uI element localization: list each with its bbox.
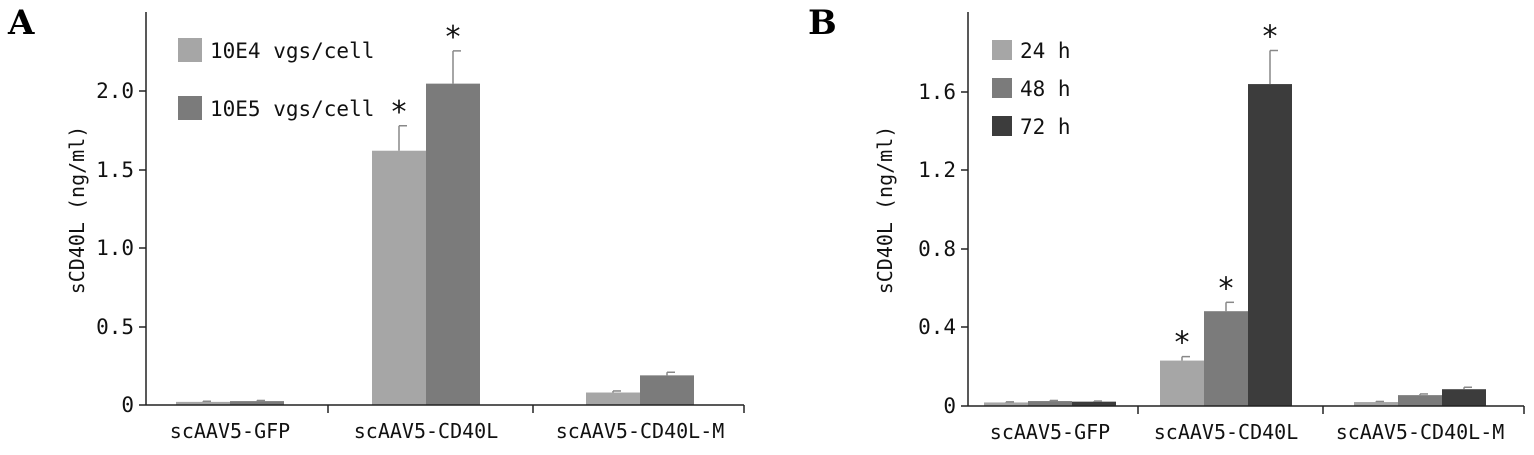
panel-a-y-tick-label: 1.0 [96,236,134,260]
panel-a-y-tick-label: 2.0 [96,79,134,103]
panel-b-y-tick-label: 0 [943,394,956,418]
panel-a-significance-star: * [392,95,407,130]
panel-a-bar [640,375,694,405]
panel-a-y-tick-label: 0 [121,393,134,417]
panel-a-legend-swatch [178,96,202,120]
panel-b-category-label: scAAV5-CD40L [1154,420,1299,444]
panel-a-bar [372,150,426,405]
panel-b-y-tick-label: 1.2 [918,158,956,182]
panel-a-bar [586,392,640,405]
panel-b-bar [1160,360,1204,406]
panel-b-significance-star: * [1263,20,1278,55]
panel-a-category-label: scAAV5-CD40L [354,419,499,443]
panel-a-legend-label: 10E5 vgs/cell [210,97,374,121]
panel-b-y-axis-label: sCD40L (ng/ml) [873,126,897,295]
panel-b-bar [1354,402,1398,406]
panel-b-chart: B sCD40L (ng/ml) * * * 0 0.4 0.8 1.2 1.6 scAAV5… [808,3,1525,444]
panel-a-significance-star: * [446,20,461,55]
panel-b-bar [1072,401,1116,406]
panel-b-significance-star: * [1219,271,1234,306]
panel-b-bars: * * * [984,20,1486,406]
panel-b-category-label: scAAV5-CD40L-M [1336,420,1505,444]
panel-b-bar [1248,84,1292,406]
panel-b-axes: 0 0.4 0.8 1.2 1.6 scAAV5-GFP scAAV5-CD40L scAAV… [918,12,1525,444]
panel-a-bar [176,401,230,405]
panel-a-legend-label: 10E4 vgs/cell [210,39,374,63]
panel-a-y-axis-label: sCD40L (ng/ml) [65,126,89,295]
panel-b-bar [1204,311,1248,406]
panel-b-bar [984,402,1028,406]
panel-a-bar [230,401,284,405]
panel-a-legend-swatch [178,38,202,62]
panel-a-axes: 0 0.5 1.0 1.5 2.0 scAAV5-GFP scAAV5-CD40L scAAV… [96,12,745,443]
panel-b-bar [1028,401,1072,406]
panel-a-bar [426,83,480,405]
panel-b-legend: 24 h 48 h 72 h [992,39,1071,139]
panel-a-y-tick-label: 0.5 [96,315,134,339]
panel-a-chart: A sCD40L (ng/ml) ** 00.51.01.52.0scAAV5-… [7,3,745,443]
panel-a-legend: 10E4 vgs/cell 10E5 vgs/cell [178,38,374,121]
panel-b-y-tick-label: 0.4 [918,315,956,339]
panel-b-legend-swatch [992,40,1012,60]
panel-b-legend-label: 48 h [1020,77,1071,101]
panel-b-legend-label: 72 h [1020,115,1071,139]
panel-b-legend-swatch [992,116,1012,136]
panel-b-bar [1442,389,1486,406]
panel-b-category-label: scAAV5-GFP [990,420,1110,444]
panel-a-category-label: scAAV5-GFP [170,419,290,443]
panel-b-y-tick-label: 0.8 [918,237,956,261]
panel-b-y-tick-label: 1.6 [918,80,956,104]
panel-b-legend-label: 24 h [1020,39,1071,63]
panel-b-significance-star: * [1175,326,1190,361]
panel-a-bars: ** [176,20,694,405]
panel-b-letter: B [808,3,837,43]
panel-a-letter: A [7,3,35,43]
panel-a-y-tick-label: 1.5 [96,158,134,182]
panel-b-bar [1398,395,1442,406]
panel-b-legend-swatch [992,78,1012,98]
panel-a-category-label: scAAV5-CD40L-M [556,419,725,443]
